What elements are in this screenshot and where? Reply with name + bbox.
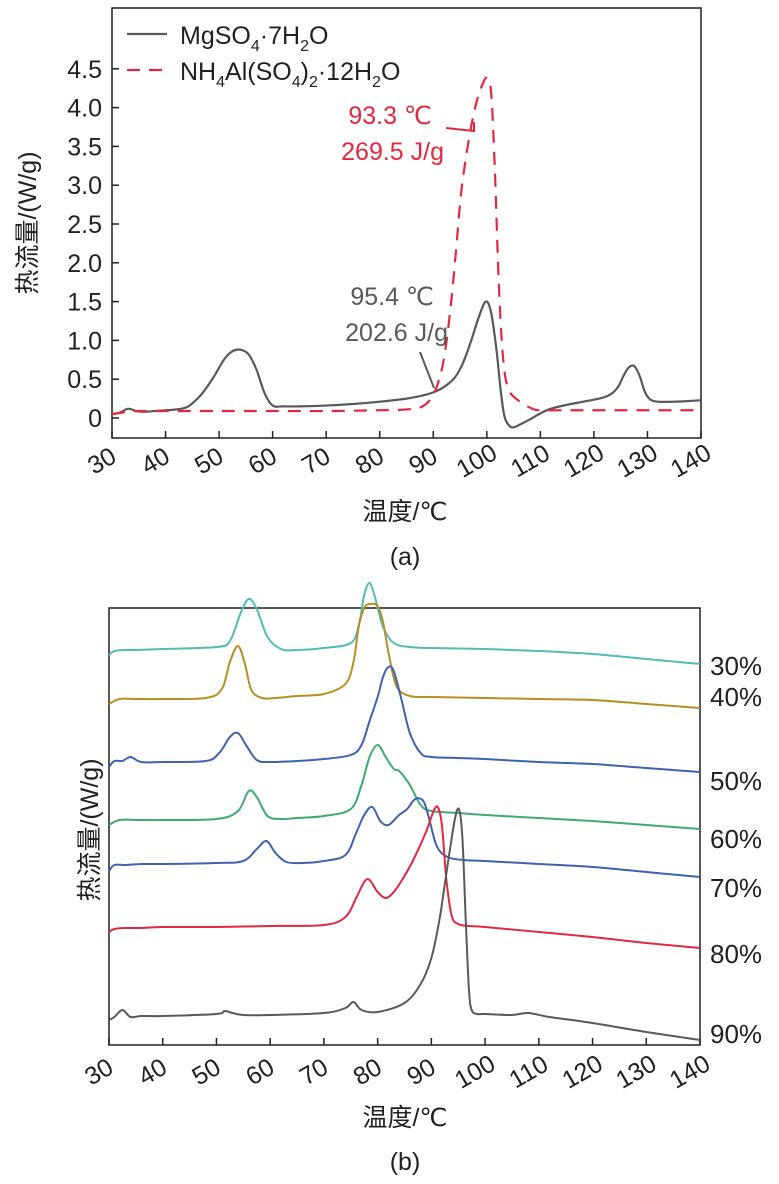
y-tick-label-a: 1.5 <box>67 289 102 317</box>
x-tick-label-a: 70 <box>297 442 335 480</box>
series-label-70pct: 70% <box>710 873 762 903</box>
x-tick-label-b: 120 <box>557 1050 607 1095</box>
x-tick-label-b: 80 <box>349 1053 387 1091</box>
series-line-80pct <box>108 805 701 949</box>
panel-b-label: (b) <box>390 1148 421 1176</box>
x-tick-label-a: 60 <box>244 442 282 480</box>
plot-a-ticks <box>111 68 702 438</box>
x-tick-label-b: 50 <box>187 1053 225 1091</box>
x-tick-label-b: 40 <box>134 1053 172 1091</box>
x-tick-label-b: 110 <box>505 1050 554 1094</box>
plot-b-frame <box>108 607 701 1046</box>
y-tick-label-a: 2.0 <box>67 250 102 278</box>
x-tick-label-a: 40 <box>137 442 175 480</box>
series-label-30pct: 30% <box>710 651 762 681</box>
series-line-60pct <box>108 744 701 830</box>
plot-a-x-axis-label: 温度/℃ <box>362 498 447 526</box>
series-label-80pct: 80% <box>710 939 762 969</box>
annotation-alum-peak: 93.3 ℃ 269.5 J/g <box>341 102 475 166</box>
plot-b-series-labels: 30%40% 50% 60% 70% 80% 90% <box>710 651 762 1049</box>
series-label-40pct: 40% <box>710 682 762 712</box>
series-line-70pct <box>108 797 701 878</box>
x-tick-label-a: 120 <box>559 439 609 484</box>
plot-b-ticks <box>108 1038 701 1045</box>
series-line-alum <box>111 76 701 416</box>
plot-a-y-axis-label: 热流量/(W/g) <box>14 151 42 294</box>
series-label-50pct: 50% <box>710 766 762 796</box>
y-tick-label-a: 0.5 <box>67 366 102 394</box>
plot-b-series <box>108 582 701 1041</box>
x-tick-label-b: 60 <box>241 1053 279 1091</box>
x-tick-label-a: 50 <box>190 442 228 480</box>
x-tick-label-a: 140 <box>666 439 716 484</box>
x-tick-label-a: 100 <box>452 439 502 484</box>
annotation-mgso4-leader <box>419 351 435 389</box>
annotation-alum-enthalpy: 269.5 J/g <box>341 138 444 166</box>
panel-a: 30 40 50 60 70 80 90 100 110 120 130 140 0 0.5 1.0 1.5… <box>14 7 716 571</box>
series-line-90pct <box>108 807 701 1041</box>
plot-b-x-tick-labels: 30 40 50 60 70 80 90 100 110 120 130 140 <box>80 1050 715 1095</box>
x-tick-label-a: 110 <box>506 439 555 483</box>
y-tick-label-a: 4.5 <box>67 56 102 84</box>
plot-a-series <box>111 76 702 429</box>
x-tick-label-b: 30 <box>80 1053 118 1091</box>
series-label-60pct: 60% <box>710 824 762 854</box>
x-tick-label-b: 140 <box>665 1050 715 1095</box>
y-tick-label-a: 3.5 <box>67 133 102 161</box>
x-tick-label-a: 80 <box>351 442 389 480</box>
x-tick-label-b: 70 <box>295 1053 333 1091</box>
panel-a-label: (a) <box>390 543 421 571</box>
x-tick-label-b: 130 <box>611 1050 661 1095</box>
series-label-90pct: 90% <box>710 1019 762 1049</box>
series-line-30pct <box>108 582 701 665</box>
x-tick-label-a: 130 <box>612 439 662 484</box>
legend-label-alum: NH4Al(SO4)2·12H2O <box>180 58 400 91</box>
panel-b: 30 40 50 60 70 80 90 100 110 120 130 140 30%40% 50% 6… <box>76 582 762 1176</box>
plot-a-frame <box>111 7 702 439</box>
annotation-alum-leader <box>445 122 475 133</box>
y-tick-label-a: 3.0 <box>67 172 102 200</box>
series-line-mgso4 <box>111 300 702 429</box>
x-tick-label-a: 90 <box>404 442 442 480</box>
y-tick-label-a: 4.0 <box>67 95 102 123</box>
annotation-alum-temp: 93.3 ℃ <box>348 102 432 130</box>
legend-label-mgso4: MgSO4·7H2O <box>180 22 328 55</box>
plot-b-y-axis-label: 热流量/(W/g) <box>76 758 104 901</box>
plot-a-x-tick-labels: 30 40 50 60 70 80 90 100 110 120 130 140 <box>83 439 716 484</box>
annotation-mgso4-enthalpy: 202.6 J/g <box>345 319 448 347</box>
series-line-50pct <box>108 665 701 773</box>
x-tick-label-b: 90 <box>402 1053 440 1091</box>
legend-a: MgSO4·7H2O NH4Al(SO4)2·12H2O <box>127 22 400 91</box>
y-tick-label-a: 0 <box>88 405 102 433</box>
series-line-40pct <box>108 602 701 709</box>
annotation-mgso4-temp: 95.4 ℃ <box>350 283 434 311</box>
y-tick-label-a: 1.0 <box>67 327 102 355</box>
plot-b-x-axis-label: 温度/℃ <box>362 1104 447 1132</box>
annotation-mgso4-peak: 95.4 ℃ 202.6 J/g <box>345 283 448 389</box>
x-tick-label-b: 100 <box>450 1050 500 1095</box>
plot-a-y-tick-labels: 0 0.5 1.0 1.5 2.0 2.5 3.0 3.5 4.0 4.5 <box>67 56 102 433</box>
x-tick-label-a: 30 <box>83 442 121 480</box>
y-tick-label-a: 2.5 <box>67 211 102 239</box>
